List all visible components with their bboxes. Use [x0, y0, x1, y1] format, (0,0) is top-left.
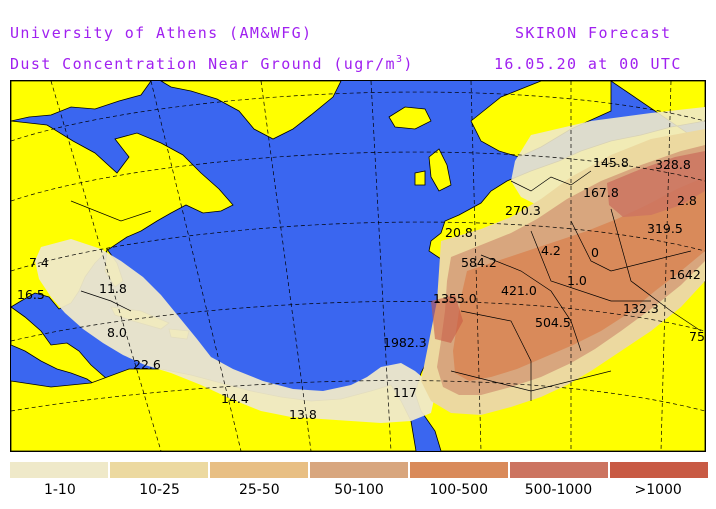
- forecast-datetime: 16.05.20 at 00 UTC: [494, 55, 682, 73]
- legend-label: 10-25: [139, 482, 180, 498]
- variable-name: Dust Concentration Near Ground (ugr/m: [10, 55, 396, 73]
- map-value: 1.0: [567, 273, 587, 288]
- map-value: 16.5: [17, 287, 45, 302]
- map-value: 167.8: [583, 185, 619, 200]
- legend-label: 100-500: [429, 482, 488, 498]
- legend-label: 500-1000: [524, 482, 593, 498]
- map-value: 2.8: [677, 193, 697, 208]
- legend-color-bar: [10, 462, 708, 478]
- map-value: 4.2: [541, 243, 561, 258]
- legend-label: >1000: [634, 482, 682, 498]
- map-value: 328.8: [655, 157, 691, 172]
- variable-title: Dust Concentration Near Ground (ugr/m3): [10, 54, 414, 73]
- dust-extreme-west: [431, 295, 463, 343]
- map-value: 117: [393, 385, 417, 400]
- country-borders: [70, 170, 702, 401]
- dust-map: 145.8 328.8 167.8 2.8 270.3 319.5 20.8 4…: [10, 80, 706, 452]
- dust-100-1000: [453, 177, 705, 381]
- dust-1-10: [35, 239, 435, 423]
- unit-close: ): [403, 55, 414, 73]
- british-isles-land: [414, 148, 452, 192]
- map-value: 319.5: [647, 221, 683, 236]
- legend-swatch: [610, 462, 708, 478]
- value-labels: 145.8 328.8 167.8 2.8 270.3 319.5 20.8 4…: [17, 155, 705, 422]
- map-value: 1355.0: [433, 291, 477, 306]
- legend-swatch: [410, 462, 508, 478]
- map-value: 22.6: [133, 357, 161, 372]
- map-value: 421.0: [501, 283, 537, 298]
- map-value: 270.3: [505, 203, 541, 218]
- product-title: SKIRON Forecast: [515, 24, 672, 42]
- legend-swatch: [310, 462, 408, 478]
- map-value: 0: [591, 245, 599, 260]
- arctic-islands-land: [11, 81, 152, 122]
- legend-label: 1-10: [43, 482, 76, 498]
- map-value: 75: [689, 329, 705, 344]
- map-value: 584.2: [461, 255, 497, 270]
- iceland-land: [388, 106, 432, 130]
- institution-title: University of Athens (AM&WFG): [10, 24, 313, 42]
- map-value: 7.4: [29, 255, 49, 270]
- unit-exponent: 3: [395, 54, 404, 65]
- graticule: [11, 81, 705, 451]
- legend-label: 50-100: [334, 482, 384, 498]
- legend-swatch: [10, 462, 108, 478]
- legend-swatch: [510, 462, 608, 478]
- map-value: 504.5: [535, 315, 571, 330]
- legend-swatch: [210, 462, 308, 478]
- map-value: 132.3: [623, 301, 659, 316]
- legend-label: 25-50: [238, 482, 280, 498]
- legend-swatch: [110, 462, 208, 478]
- map-value: 8.0: [107, 325, 127, 340]
- map-value: 145.8: [593, 155, 629, 170]
- map-value: 20.8: [445, 225, 473, 240]
- map-value: 14.4: [221, 391, 249, 406]
- map-value: 11.8: [99, 281, 127, 296]
- map-value: 13.8: [289, 407, 317, 422]
- map-value: 1982.3: [383, 335, 427, 350]
- dust-high-core: [607, 151, 705, 217]
- legend-labels: 1-10 10-25 25-50 50-100 100-500 500-1000…: [10, 482, 708, 500]
- map-value: 1642: [669, 267, 701, 282]
